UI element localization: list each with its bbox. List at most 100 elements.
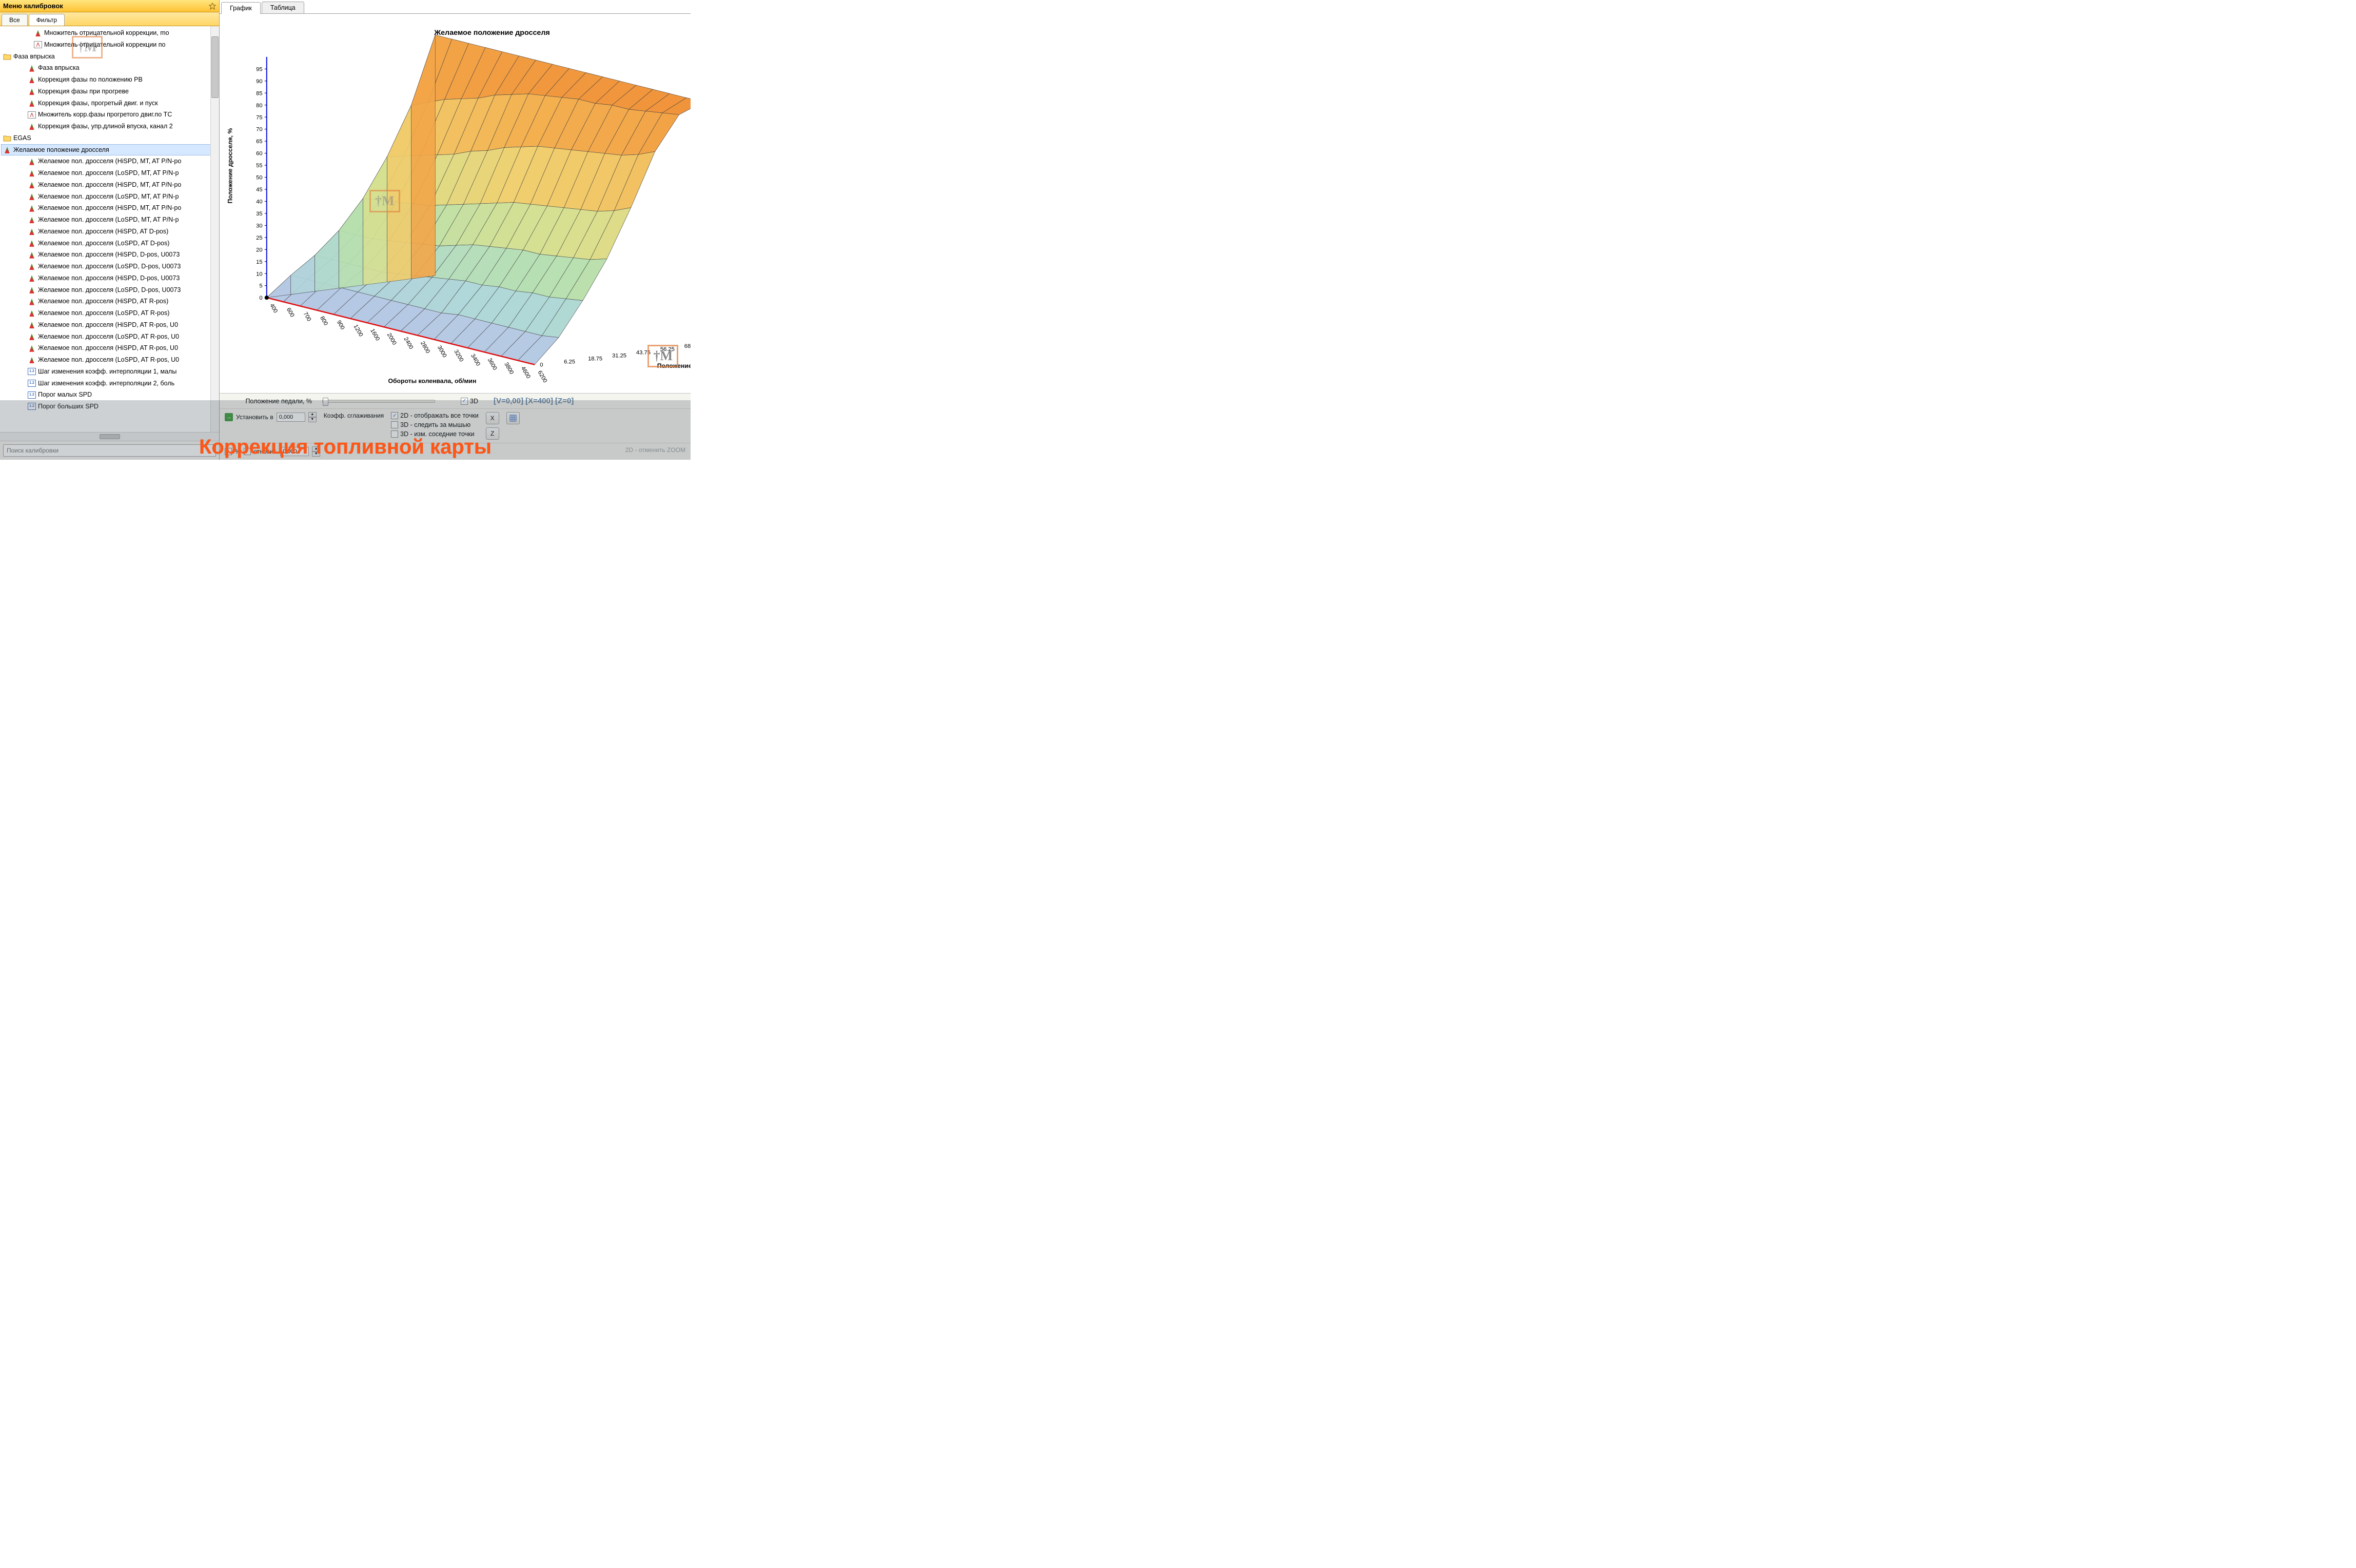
- pct-check[interactable]: [225, 448, 232, 455]
- chart-area[interactable]: 0510152025303540455055606570758085909540…: [220, 14, 691, 393]
- tree-item[interactable]: Желаемое пол. дросселя (LoSPD, D-pos, U0…: [1, 261, 218, 272]
- tree-item[interactable]: Желаемое пол. дросселя (HiSPD, MT, AT P/…: [1, 202, 218, 214]
- tree-item-label: Желаемое пол. дросселя (HiSPD, MT, AT P/…: [38, 203, 181, 213]
- curve-icon: ⋀: [28, 111, 36, 119]
- tree-item[interactable]: Желаемое пол. дросселя (LoSPD, D-pos, U0…: [1, 284, 218, 296]
- tree-item[interactable]: Желаемое пол. дросселя (LoSPD, AT R-pos): [1, 307, 218, 319]
- map-icon: [28, 263, 36, 270]
- tree-item[interactable]: 1.2Шаг изменения коэфф. интерполяции 1, …: [1, 366, 218, 378]
- status-readout: [V=0,00] [X=400] [Z=0]: [494, 397, 574, 405]
- tree-item-label: Желаемое пол. дросселя (LoSPD, AT R-pos,…: [38, 332, 179, 342]
- tree-item-label: Желаемое пол. дросселя (LoSPD, D-pos, U0…: [38, 285, 181, 295]
- svg-text:10: 10: [256, 271, 262, 277]
- tree-item-label: Желаемое пол. дросселя (LoSPD, AT R-pos): [38, 308, 169, 318]
- opt-follow-mouse[interactable]: 3D - следить за мышью: [391, 421, 479, 428]
- map-icon: [28, 240, 36, 247]
- tree-item[interactable]: 1.2Шаг изменения коэфф. интерполяции 2, …: [1, 378, 218, 389]
- tree-item[interactable]: ⋀Множитель корр.фазы прогретого двиг.по …: [1, 109, 218, 121]
- tree-item[interactable]: Желаемое пол. дросселя (HiSPD, D-pos, U0…: [1, 272, 218, 284]
- tree-item[interactable]: Желаемое пол. дросселя (LoSPD, MT, AT P/…: [1, 214, 218, 226]
- svg-text:70: 70: [256, 127, 262, 133]
- tree-hscroll[interactable]: [0, 432, 219, 441]
- svg-text:30: 30: [256, 223, 262, 229]
- apply-icon[interactable]: →: [225, 413, 233, 421]
- main-panel: ГрафикТаблица 05101520253035404550556065…: [220, 0, 691, 460]
- tree-item-label: Шаг изменения коэфф. интерполяции 1, мал…: [38, 367, 176, 377]
- map-icon: [28, 123, 36, 130]
- cancel-zoom-label[interactable]: 2D - отменить ZOOM: [625, 446, 685, 454]
- sidebar-tab-1[interactable]: Фильтр: [29, 14, 65, 26]
- svg-text:800: 800: [319, 315, 329, 326]
- tree-item-label: Шаг изменения коэфф. интерполяции 2, бол…: [38, 379, 174, 388]
- svg-text:15: 15: [256, 259, 262, 265]
- main-tab-0[interactable]: График: [221, 2, 261, 14]
- opt-neighbor[interactable]: 3D - изм. соседние точки: [391, 430, 479, 438]
- tree-item[interactable]: Желаемое пол. дросселя (HiSPD, AT R-pos,…: [1, 319, 218, 331]
- grid-icon-button[interactable]: [506, 412, 520, 424]
- set-value-input[interactable]: 0,000: [277, 413, 305, 422]
- x-axis-button[interactable]: X: [486, 412, 499, 424]
- tree-item[interactable]: Желаемое пол. дросселя (HiSPD, AT R-pos,…: [1, 342, 218, 354]
- rel-check[interactable]: [244, 448, 251, 455]
- tree-item[interactable]: 1.2Порог малых SPD: [1, 389, 218, 401]
- svg-text:Обороты коленвала, об/мин: Обороты коленвала, об/мин: [388, 377, 476, 384]
- tree-item[interactable]: Желаемое пол. дросселя (LoSPD, AT D-pos): [1, 238, 218, 249]
- search-input[interactable]: [3, 444, 216, 457]
- svg-text:56.25: 56.25: [660, 346, 675, 352]
- map-icon: [28, 356, 36, 363]
- tree-item[interactable]: Желаемое пол. дросселя (LoSPD, AT R-pos,…: [1, 354, 218, 366]
- map-icon: [28, 309, 36, 317]
- sidebar-tab-0[interactable]: Все: [2, 14, 28, 26]
- set-value-spinner[interactable]: ▲▼: [308, 412, 317, 422]
- tree-item[interactable]: Множитель отрицательной коррекции, mo: [1, 27, 218, 39]
- pedal-slider[interactable]: [322, 400, 435, 403]
- tree-item[interactable]: Коррекция фазы по положению РВ: [1, 74, 218, 86]
- 3d-checkbox[interactable]: ✓ 3D: [461, 398, 478, 405]
- tree-item-label: Желаемое пол. дросселя (HiSPD, MT, AT P/…: [38, 180, 181, 190]
- tree-item-label: Желаемое пол. дросселя (LoSPD, MT, AT P/…: [38, 192, 179, 202]
- map-icon: [34, 29, 42, 36]
- z-axis-button[interactable]: Z: [486, 427, 499, 440]
- map-icon: [28, 76, 36, 83]
- controls-panel: Положение педали, % ✓ 3D [V=0,00] [X=400…: [220, 393, 691, 460]
- hscroll-thumb[interactable]: [100, 434, 120, 439]
- tree-item[interactable]: Фаза впрыска: [1, 62, 218, 74]
- opt-all-points[interactable]: ✓2D - отображать все точки: [391, 412, 479, 419]
- svg-text:0: 0: [540, 362, 543, 368]
- tree-item[interactable]: Желаемое положение дросселя: [1, 144, 218, 156]
- slider-thumb[interactable]: [323, 398, 328, 406]
- tree-item[interactable]: Желаемое пол. дросселя (LoSPD, MT, AT P/…: [1, 167, 218, 179]
- tree-item-label: Коррекция фазы при прогреве: [38, 87, 129, 96]
- tree-item[interactable]: Коррекция фазы при прогреве: [1, 86, 218, 97]
- tree-item[interactable]: Желаемое пол. дросселя (HiSPD, D-pos, U0…: [1, 249, 218, 261]
- tree-item[interactable]: Желаемое пол. дросселя (HiSPD, MT, AT P/…: [1, 155, 218, 167]
- tree-item[interactable]: Желаемое пол. дросселя (HiSPD, AT D-pos): [1, 226, 218, 238]
- main-tab-1[interactable]: Таблица: [262, 2, 304, 13]
- tree-item[interactable]: Желаемое пол. дросселя (LoSPD, MT, AT P/…: [1, 191, 218, 203]
- svg-text:Положение педа: Положение педа: [657, 362, 691, 369]
- rel-value-input[interactable]: 0,000: [280, 447, 309, 456]
- tree-item[interactable]: EGAS: [1, 132, 218, 144]
- tree-item[interactable]: ⋀Множитель отрицательной коррекции по: [1, 39, 218, 51]
- map-icon: [28, 158, 36, 165]
- tree-item-label: EGAS: [13, 133, 31, 143]
- pin-icon[interactable]: [209, 3, 216, 10]
- svg-text:3400: 3400: [469, 353, 481, 367]
- scroll-thumb[interactable]: [211, 36, 219, 98]
- folder-icon: [3, 134, 11, 142]
- tree-item-label: Желаемое пол. дросселя (HiSPD, D-pos, U0…: [38, 250, 180, 260]
- rel-spinner[interactable]: ▲▼: [312, 446, 320, 457]
- tree-item[interactable]: Фаза впрыска: [1, 51, 218, 63]
- tree-scrollbar[interactable]: [210, 26, 219, 432]
- calibration-tree[interactable]: Множитель отрицательной коррекции, mo⋀Мн…: [0, 26, 219, 432]
- set-button-label[interactable]: Установить в: [236, 414, 273, 421]
- tree-item[interactable]: Коррекция фазы, упр.длиной впуска, канал…: [1, 121, 218, 132]
- tree-item[interactable]: 1.2Порог больших SPD: [1, 401, 218, 413]
- tree-item-label: Коррекция фазы по положению РВ: [38, 75, 143, 85]
- tree-item[interactable]: Желаемое пол. дросселя (HiSPD, AT R-pos): [1, 296, 218, 307]
- tree-item[interactable]: Желаемое пол. дросселя (HiSPD, MT, AT P/…: [1, 179, 218, 191]
- tree-item[interactable]: Желаемое пол. дросселя (LoSPD, AT R-pos,…: [1, 331, 218, 343]
- surface-3d-chart[interactable]: 0510152025303540455055606570758085909540…: [220, 14, 691, 393]
- tree-item[interactable]: Коррекция фазы, прогретый двиг. и пуск: [1, 97, 218, 109]
- tree-item-label: Желаемое пол. дросселя (HiSPD, MT, AT P/…: [38, 156, 181, 166]
